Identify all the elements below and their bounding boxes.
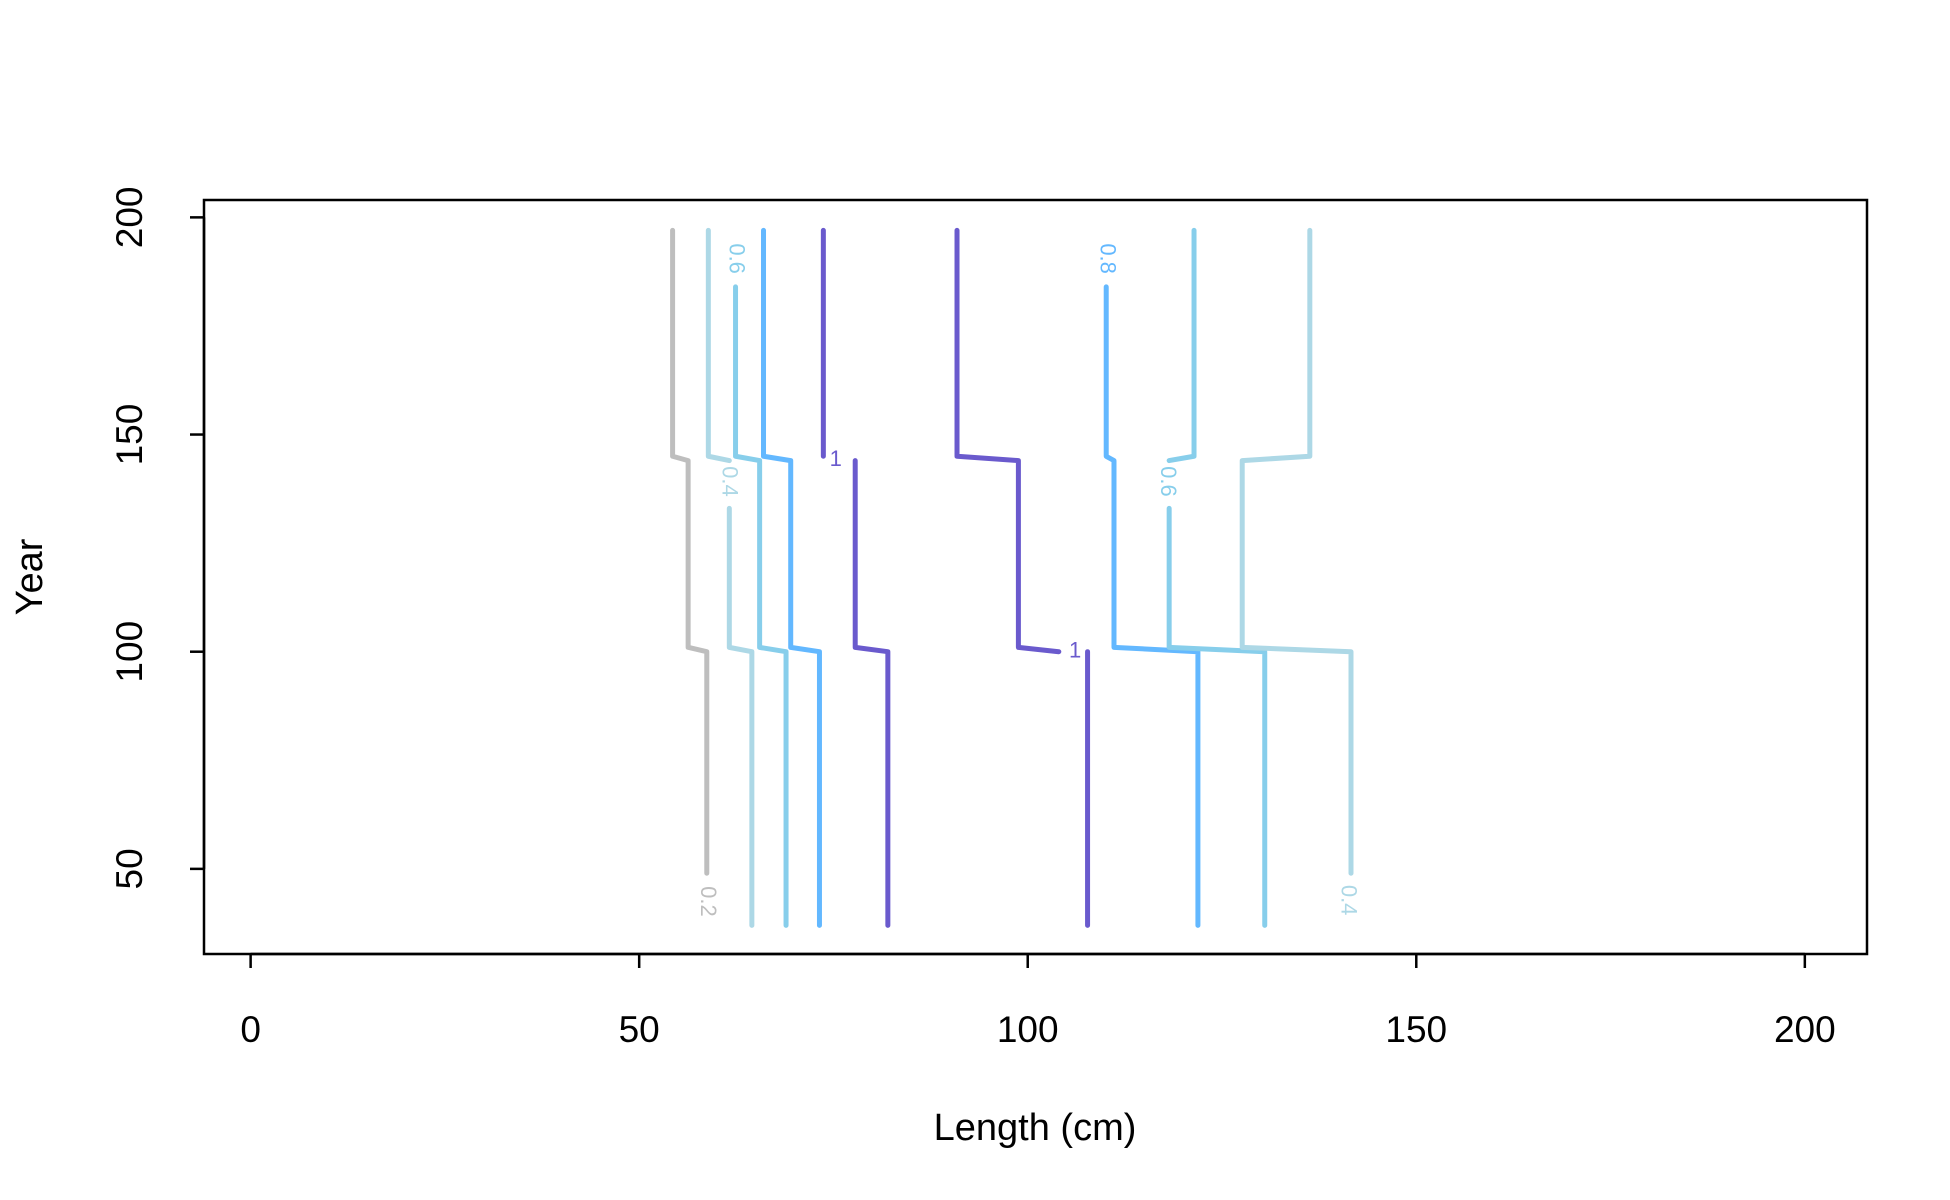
contour-line xyxy=(733,284,789,928)
x-tick-label: 200 xyxy=(1774,1009,1836,1050)
x-tick-label: 50 xyxy=(619,1009,660,1050)
y-tick-label: 150 xyxy=(109,404,150,466)
contour-line xyxy=(705,227,755,928)
x-tick-label: 150 xyxy=(1385,1009,1447,1050)
x-axis-label: Length (cm) xyxy=(934,1107,1137,1149)
contour-line xyxy=(1239,227,1354,876)
y-tick-label: 100 xyxy=(109,621,150,683)
contour-label: 0.6 xyxy=(725,243,750,274)
contour-line xyxy=(820,227,891,928)
contour-label: 1 xyxy=(830,446,842,471)
contour-label: 0.8 xyxy=(1095,243,1120,274)
x-tick-label: 0 xyxy=(240,1009,261,1050)
y-axis-label: Year xyxy=(9,538,51,615)
contour-label: 0.4 xyxy=(718,466,743,497)
x-tick-label: 100 xyxy=(997,1009,1059,1050)
contour-line xyxy=(954,227,1091,928)
y-tick-label: 50 xyxy=(109,848,150,889)
contour-label: 1 xyxy=(1069,638,1081,663)
contour-line xyxy=(761,227,822,928)
y-tick-label: 200 xyxy=(109,187,150,249)
contour-line xyxy=(1166,227,1268,928)
contour-line xyxy=(670,227,710,876)
plot-box xyxy=(202,198,1869,956)
contour-label: 0.6 xyxy=(1156,466,1181,497)
contour-label: 0.2 xyxy=(696,886,721,917)
contour-line xyxy=(1103,284,1201,928)
contour-label: 0.4 xyxy=(1336,885,1361,916)
